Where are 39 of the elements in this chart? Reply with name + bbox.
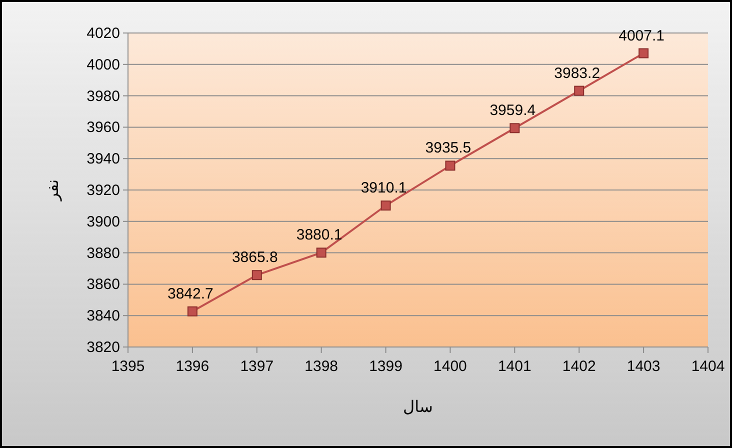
x-tick-label: 1397 xyxy=(240,358,274,375)
y-tick-label: 3900 xyxy=(86,213,120,230)
x-tick-label: 1404 xyxy=(691,358,725,375)
point xyxy=(187,306,198,316)
y-tick-label: 3880 xyxy=(86,244,120,262)
point xyxy=(316,248,326,258)
data-label: 4007.1 xyxy=(618,27,664,44)
y-tick-label: 3820 xyxy=(86,339,120,356)
x-tick-label: 1396 xyxy=(176,358,210,375)
y-tick-label: 3960 xyxy=(86,119,120,136)
data-label: 3983.2 xyxy=(554,64,600,82)
x-tick-label: 1399 xyxy=(369,358,402,375)
point xyxy=(252,270,262,280)
point xyxy=(445,160,456,171)
data-label: 3842.7 xyxy=(168,285,214,302)
data-label: 3865.8 xyxy=(232,249,278,266)
y-tick-label: 3980 xyxy=(86,88,120,105)
data-label: 3935.5 xyxy=(425,140,472,157)
x-tick-label: 1398 xyxy=(304,358,338,375)
point xyxy=(574,86,584,96)
x-tick-label: 1401 xyxy=(498,358,532,375)
y-tick-label: 3860 xyxy=(86,276,120,294)
y-tick-label: 3840 xyxy=(86,308,120,325)
y-tick-label: 4020 xyxy=(86,25,120,42)
y-axis-title: نفر xyxy=(45,179,62,202)
data-label: 3880.1 xyxy=(296,226,342,244)
point xyxy=(510,123,520,134)
x-axis-title: سال xyxy=(403,399,433,416)
x-tick-label: 1395 xyxy=(111,358,145,375)
y-tick-label: 3920 xyxy=(86,182,120,199)
y-tick-label: 4000 xyxy=(86,56,120,74)
x-tick-label: 1400 xyxy=(434,358,467,375)
x-tick-label: 1402 xyxy=(562,358,596,375)
x-tick-label: 1403 xyxy=(626,358,660,375)
data-label: 3910.1 xyxy=(360,180,407,197)
point xyxy=(380,200,391,211)
data-label: 3959.4 xyxy=(490,102,536,120)
y-tick-label: 3940 xyxy=(86,150,120,168)
point xyxy=(638,48,649,58)
